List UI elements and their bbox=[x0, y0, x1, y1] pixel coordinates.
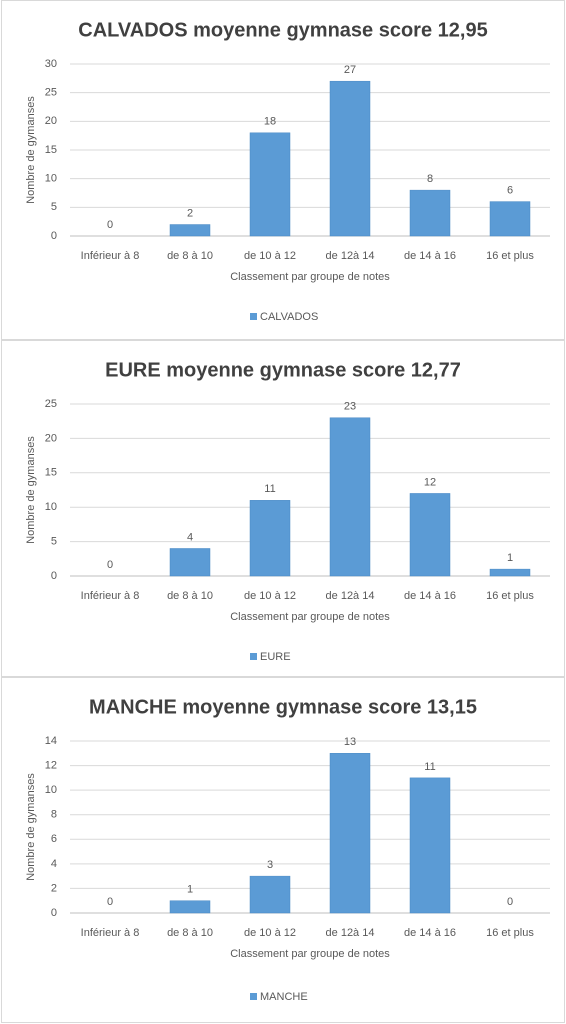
x-tick-label: de 14 à 16 bbox=[404, 250, 456, 262]
x-tick-label: Inférieur à 8 bbox=[81, 590, 140, 602]
bar bbox=[169, 548, 211, 577]
data-label: 1 bbox=[507, 552, 513, 564]
x-tick-label: de 12à 14 bbox=[326, 927, 375, 939]
data-label: 18 bbox=[264, 116, 276, 128]
y-tick-label: 8 bbox=[51, 809, 57, 821]
x-tick-label: de 12à 14 bbox=[326, 590, 375, 602]
x-tick-label: de 10 à 12 bbox=[244, 250, 296, 262]
x-axis-label: Classement par groupe de notes bbox=[230, 271, 390, 283]
x-tick-label: 16 et plus bbox=[486, 250, 534, 262]
y-tick-label: 25 bbox=[45, 87, 57, 99]
y-tick-label: 0 bbox=[51, 570, 57, 582]
data-label: 0 bbox=[107, 896, 113, 908]
x-tick-label: de 14 à 16 bbox=[404, 590, 456, 602]
bar bbox=[409, 777, 451, 914]
y-tick-label: 5 bbox=[51, 536, 57, 548]
bar bbox=[169, 900, 211, 914]
chart-panel bbox=[1, 677, 565, 1023]
y-tick-label: 25 bbox=[45, 398, 57, 410]
bar bbox=[249, 875, 291, 914]
data-label: 0 bbox=[507, 896, 513, 908]
chart-title: CALVADOS moyenne gymnase score 12,95 bbox=[78, 19, 487, 41]
bar bbox=[409, 189, 451, 237]
chart-title: EURE moyenne gymnase score 12,77 bbox=[105, 359, 461, 381]
x-tick-label: de 10 à 12 bbox=[244, 590, 296, 602]
x-tick-label: Inférieur à 8 bbox=[81, 250, 140, 262]
data-label: 1 bbox=[187, 884, 193, 896]
data-label: 11 bbox=[424, 761, 435, 773]
data-label: 6 bbox=[507, 185, 513, 197]
bar bbox=[249, 500, 291, 577]
y-axis-label: Nombre de gymanses bbox=[25, 96, 37, 204]
y-tick-label: 10 bbox=[45, 784, 57, 796]
legend-swatch bbox=[250, 653, 257, 660]
legend-swatch bbox=[250, 993, 257, 1000]
y-tick-label: 20 bbox=[45, 432, 57, 444]
data-label: 13 bbox=[344, 736, 356, 748]
y-tick-label: 12 bbox=[45, 759, 57, 771]
x-tick-label: de 8 à 10 bbox=[167, 250, 213, 262]
legend-label: EURE bbox=[260, 651, 291, 663]
x-tick-label: de 14 à 16 bbox=[404, 927, 456, 939]
y-tick-label: 4 bbox=[51, 858, 57, 870]
data-label: 8 bbox=[427, 173, 433, 185]
data-label: 0 bbox=[107, 219, 113, 231]
data-label: 0 bbox=[107, 559, 113, 571]
y-tick-label: 30 bbox=[45, 58, 57, 70]
data-label: 27 bbox=[344, 64, 356, 76]
bar bbox=[409, 493, 451, 577]
y-axis-label: Nombre de gymanses bbox=[25, 436, 37, 544]
chart-title: MANCHE moyenne gymnase score 13,15 bbox=[89, 696, 477, 718]
y-tick-label: 0 bbox=[51, 230, 57, 242]
x-axis-label: Classement par groupe de notes bbox=[230, 948, 390, 960]
data-label: 4 bbox=[187, 531, 193, 543]
y-tick-label: 10 bbox=[45, 173, 57, 185]
y-tick-label: 14 bbox=[45, 735, 57, 747]
legend-swatch bbox=[250, 313, 257, 320]
legend-label: CALVADOS bbox=[260, 311, 318, 323]
data-label: 12 bbox=[424, 476, 436, 488]
bar bbox=[489, 201, 531, 237]
y-axis-label: Nombre de gymanses bbox=[25, 773, 37, 881]
bar bbox=[329, 753, 371, 914]
y-tick-label: 10 bbox=[45, 501, 57, 513]
data-label: 2 bbox=[187, 207, 193, 219]
y-tick-label: 15 bbox=[45, 467, 57, 479]
x-tick-label: de 12à 14 bbox=[326, 250, 375, 262]
legend-label: MANCHE bbox=[260, 991, 308, 1003]
y-tick-label: 20 bbox=[45, 115, 57, 127]
y-tick-label: 0 bbox=[51, 907, 57, 919]
y-tick-label: 2 bbox=[51, 882, 57, 894]
y-tick-label: 5 bbox=[51, 201, 57, 213]
bar bbox=[169, 224, 211, 237]
bar bbox=[329, 417, 371, 577]
x-axis-label: Classement par groupe de notes bbox=[230, 611, 390, 623]
x-tick-label: Inférieur à 8 bbox=[81, 927, 140, 939]
x-tick-label: 16 et plus bbox=[486, 927, 534, 939]
x-tick-label: de 8 à 10 bbox=[167, 927, 213, 939]
data-label: 11 bbox=[264, 483, 275, 495]
bar bbox=[329, 80, 371, 237]
y-tick-label: 6 bbox=[51, 833, 57, 845]
x-tick-label: de 10 à 12 bbox=[244, 927, 296, 939]
bar bbox=[489, 568, 531, 577]
data-label: 3 bbox=[267, 859, 273, 871]
x-tick-label: de 8 à 10 bbox=[167, 590, 213, 602]
y-tick-label: 15 bbox=[45, 144, 57, 156]
bar bbox=[249, 132, 291, 237]
data-label: 23 bbox=[344, 401, 356, 413]
x-tick-label: 16 et plus bbox=[486, 590, 534, 602]
